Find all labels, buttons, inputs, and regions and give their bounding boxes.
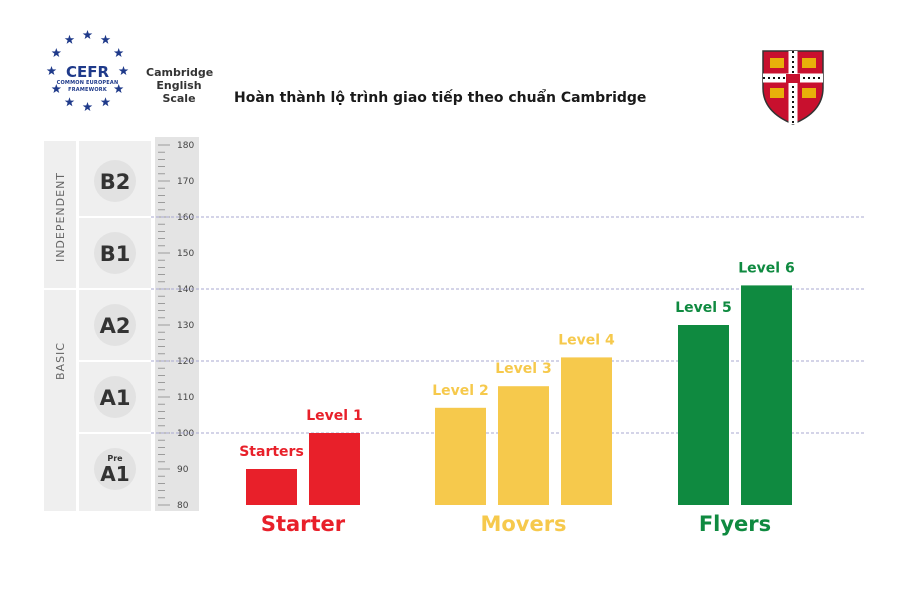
cefr-level-circle xyxy=(94,376,136,418)
scale-label-line: Cambridge xyxy=(146,66,214,79)
y-tick-label: 120 xyxy=(177,357,194,367)
cefr-logo: CEFR COMMON EUROPEAN FRAMEWORK xyxy=(40,30,135,120)
group-label: Flyers xyxy=(699,512,771,536)
y-tick-label: 80 xyxy=(177,501,189,511)
eu-star-icon xyxy=(100,97,111,107)
bar xyxy=(435,407,486,505)
bar xyxy=(678,325,729,505)
eu-star-icon xyxy=(113,84,124,93)
cefr-band-column xyxy=(44,141,76,511)
cefr-level-label: A1 xyxy=(100,386,131,410)
y-tick-label: 150 xyxy=(177,249,194,259)
cefr-level-circle xyxy=(94,160,136,202)
eu-star-icon xyxy=(118,66,129,75)
group-label: Movers xyxy=(480,512,566,536)
cefr-level-prefix: Pre xyxy=(107,454,123,463)
cefr-level-label: A1 xyxy=(100,462,129,486)
bar xyxy=(741,285,792,505)
bar-label: Level 6 xyxy=(738,260,794,276)
eu-stars-icon xyxy=(46,30,129,111)
cefr-level-circle xyxy=(94,448,136,490)
cefr-level-circle xyxy=(94,232,136,274)
y-tick-label: 160 xyxy=(177,213,194,223)
bar xyxy=(561,357,612,505)
bar-label: Starters xyxy=(239,444,304,460)
eu-star-icon xyxy=(64,34,75,44)
cefr-level-label: B1 xyxy=(100,242,131,266)
cefr-logo-line2: FRAMEWORK xyxy=(68,87,107,93)
cefr-level-label: B2 xyxy=(100,170,131,194)
y-tick-label: 140 xyxy=(177,285,194,295)
eu-star-icon xyxy=(82,102,93,111)
eu-star-icon xyxy=(51,48,62,57)
bar xyxy=(309,433,360,505)
eu-star-icon xyxy=(51,84,62,93)
scale-ruler xyxy=(155,137,199,511)
y-tick-label: 180 xyxy=(177,141,194,151)
bar-label: Level 5 xyxy=(675,300,731,316)
cefr-logo-title: CEFR xyxy=(65,63,110,81)
eu-star-icon xyxy=(82,30,93,39)
y-tick-label: 170 xyxy=(177,177,194,187)
bar-label: Level 2 xyxy=(432,383,488,399)
bar-label: Level 4 xyxy=(558,332,615,348)
eu-star-icon xyxy=(46,66,57,75)
cefr-level-label: A2 xyxy=(100,314,131,338)
bar-label: Level 1 xyxy=(306,408,362,424)
bar xyxy=(246,469,297,505)
cefr-logo-line1: COMMON EUROPEAN xyxy=(56,80,119,86)
group-label: Starter xyxy=(261,512,346,536)
cambridge-scale-label: Cambridge English Scale xyxy=(146,66,214,105)
cefr-band-label: INDEPENDENT xyxy=(54,172,67,262)
y-tick-label: 110 xyxy=(177,393,194,403)
scale-label-line: Scale xyxy=(162,92,196,105)
eu-star-icon xyxy=(100,34,111,44)
y-tick-label: 130 xyxy=(177,321,194,331)
y-tick-label: 100 xyxy=(177,429,194,439)
bar-label: Level 3 xyxy=(495,361,551,377)
bar xyxy=(498,386,549,505)
eu-star-icon xyxy=(64,97,75,107)
scale-label-line: English xyxy=(156,79,202,92)
y-tick-label: 90 xyxy=(177,465,189,475)
cambridge-crest-icon xyxy=(760,48,826,126)
cefr-band-label: BASIC xyxy=(54,342,67,380)
eu-star-icon xyxy=(113,48,124,57)
cefr-level-circle xyxy=(94,304,136,346)
chart-title: Hoàn thành lộ trình giao tiếp theo chuẩn… xyxy=(234,90,647,106)
